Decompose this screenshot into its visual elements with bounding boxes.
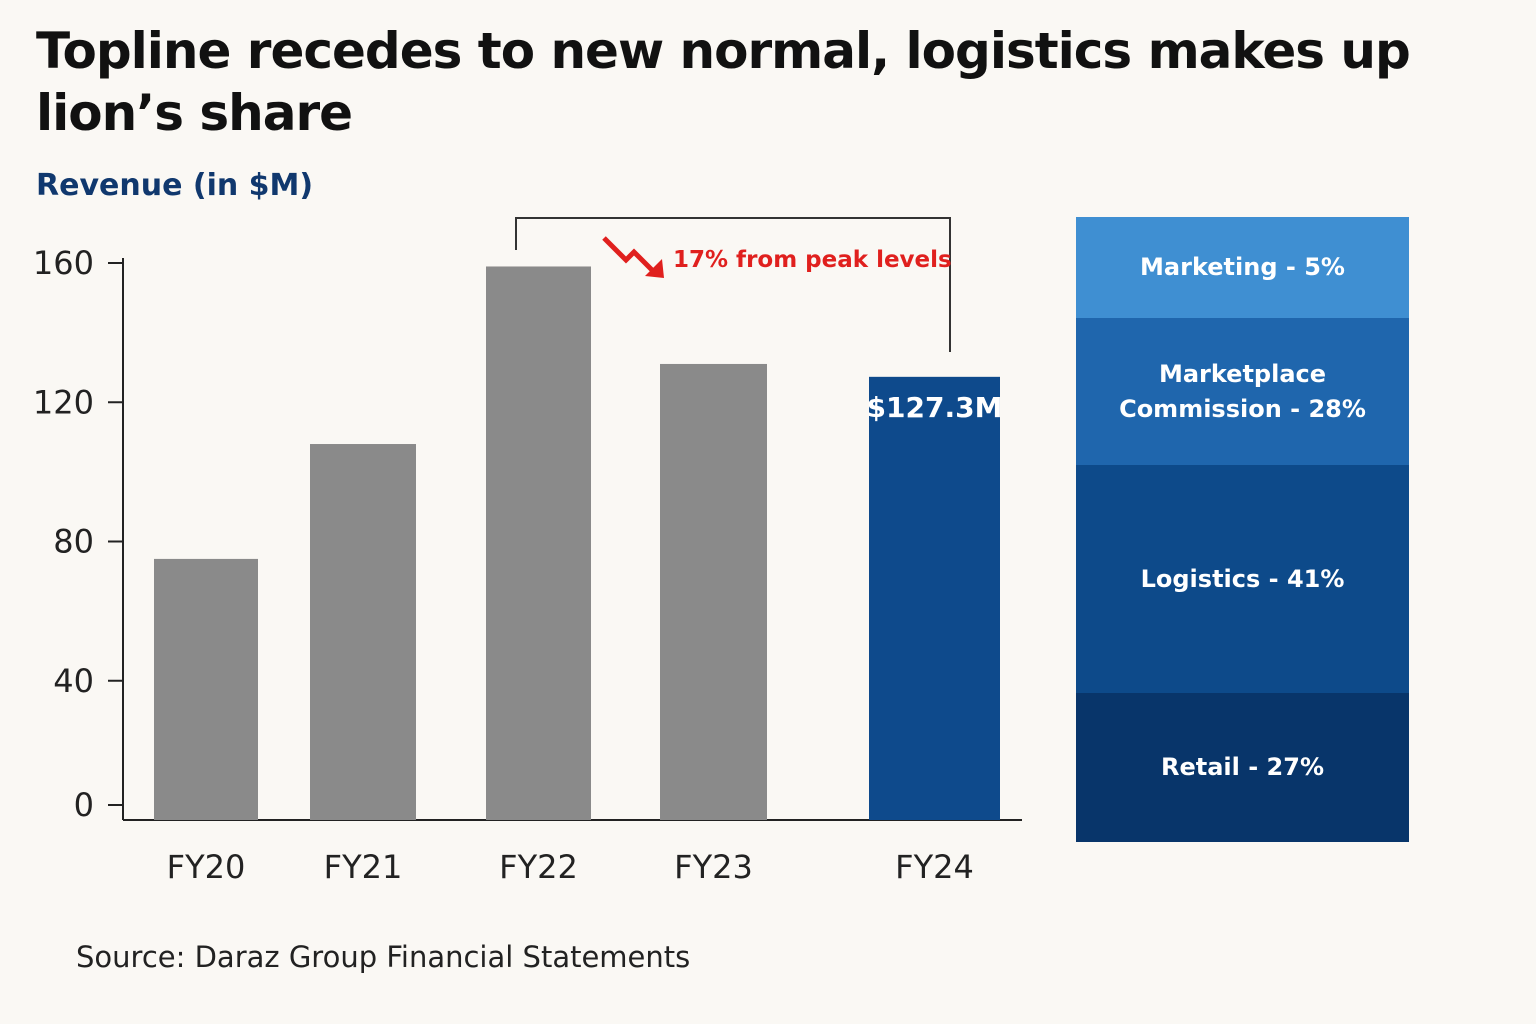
revenue-breakdown-stack: Marketing - 5% Marketplace Commission - … xyxy=(1076,217,1409,842)
bar-fy24 xyxy=(869,376,1000,820)
chart-title: Topline recedes to new normal, logistics… xyxy=(36,22,1411,142)
segment-marketplace-commission: Marketplace Commission - 28% xyxy=(1076,318,1409,465)
arrow-head-icon xyxy=(645,259,664,278)
y-axis-label: Revenue (in $M) xyxy=(36,168,314,203)
y-tick-label: 80 xyxy=(53,523,94,561)
segment-marketing: Marketing - 5% xyxy=(1076,217,1409,318)
y-tick-label: 120 xyxy=(33,383,94,421)
bar-fy23 xyxy=(660,363,767,820)
x-tick-label: FY23 xyxy=(674,848,753,886)
segment-retail: Retail - 27% xyxy=(1076,693,1409,842)
segment-logistics: Logistics - 41% xyxy=(1076,465,1409,693)
annotation-text: 17% from peak levels xyxy=(673,247,952,273)
bar-fy20 xyxy=(154,558,258,820)
x-tick-label: FY21 xyxy=(324,848,403,886)
y-tick-label: 0 xyxy=(74,786,94,824)
segment-label: Marketing - 5% xyxy=(1140,253,1345,281)
y-tick-label: 40 xyxy=(53,662,94,700)
x-tick-label: FY22 xyxy=(499,848,578,886)
x-tick-label: FY24 xyxy=(895,848,974,886)
segment-label: Marketplace Commission - 28% xyxy=(1119,359,1366,423)
segment-label: Logistics - 41% xyxy=(1140,564,1345,593)
trend-down-arrow-icon xyxy=(602,236,654,272)
segment-label: Retail - 27% xyxy=(1161,753,1324,781)
bar-fy22 xyxy=(486,266,591,820)
data-label: $127.3M xyxy=(867,391,1003,424)
peak-bracket xyxy=(515,217,951,352)
y-tick-label: 160 xyxy=(33,244,94,282)
x-tick-label: FY20 xyxy=(167,848,246,886)
bar-fy21 xyxy=(310,444,416,820)
source-note: Source: Daraz Group Financial Statements xyxy=(76,940,691,974)
